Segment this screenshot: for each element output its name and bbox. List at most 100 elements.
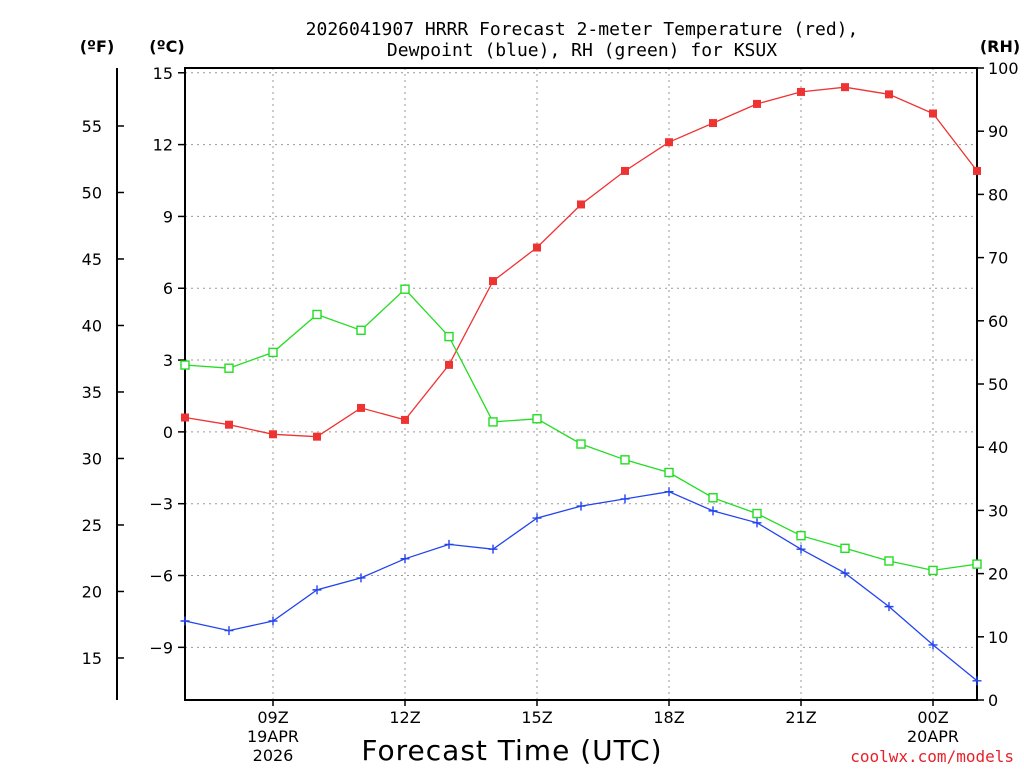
dewpoint-point [972,676,982,686]
rh-point [576,439,586,449]
temperature-point [709,119,717,128]
dewpoint-point [620,494,630,504]
plot-frame [184,67,978,701]
x-tick-date-label: 20APR [907,727,959,746]
fahrenheit-tick-label: 50 [82,183,102,202]
rh-point [488,417,498,427]
series [180,83,982,686]
temperature-point [489,277,497,286]
temperature-point [577,200,585,209]
dewpoint-point [840,568,850,578]
celsius-tick-label: −6 [149,567,173,586]
temperature-point [665,138,673,147]
dewpoint-point [180,616,190,626]
temperature-point [225,420,233,429]
dewpoint-line [184,491,978,682]
dewpoint-point [664,487,674,497]
rh-line [184,288,978,572]
temperature-point [313,432,321,441]
x-axis-title: Forecast Time (UTC) [361,734,662,767]
temperature-point [621,166,629,175]
chart-title-line2: Dewpoint (blue), RH (green) for KSUX [387,40,777,61]
rh-point [972,559,982,569]
dewpoint-point [356,573,366,583]
rh-point [840,543,850,554]
temperature-line [184,86,978,438]
fahrenheit-tick-label: 25 [82,516,102,535]
dewpoint-point [884,602,894,612]
dewpoint-point [444,539,454,549]
x-tick-label: 15Z [521,708,552,727]
celsius-tick-label: 0 [163,423,173,442]
celsius-tick-label: −9 [149,638,173,657]
fahrenheit-tick-label: 15 [82,649,102,668]
rh-point [708,493,718,503]
x-tick-label: 21Z [785,708,816,727]
temperature-point [269,430,277,439]
rh-tick-label: 90 [988,122,1008,141]
temperature-point [929,109,937,118]
fahrenheit-unit-label: (ºF) [80,37,115,56]
rh-tick-label: 0 [988,691,998,710]
temperature-point [533,243,541,252]
chart-title-line1: 2026041907 HRRR Forecast 2-meter Tempera… [306,19,859,40]
celsius-tick-label: 6 [163,279,173,298]
celsius-tick-label: 15 [153,64,173,83]
dewpoint-point [268,616,278,626]
dewpoint-point [576,501,586,511]
credit-label: coolwx.com/models [850,747,1014,766]
dewpoint-point [224,626,234,636]
celsius-tick-label: 12 [153,136,173,155]
rh-tick-label: 80 [988,185,1008,204]
rh-point [884,556,894,566]
rh-point [752,508,762,519]
rh-point [268,347,278,358]
temperature-point [797,87,805,96]
dewpoint-point [488,544,498,554]
x-tick-date-label: 19APR [247,727,299,746]
rh-tick-label: 60 [988,312,1008,331]
x-tick-label: 12Z [389,708,420,727]
rh-tick-label: 10 [988,628,1008,647]
x-tick-label: 09Z [257,708,288,727]
celsius-tick-label: −3 [149,495,173,514]
temperature-point [181,413,189,422]
temperature-point [885,90,893,99]
dewpoint-point [928,640,938,650]
fahrenheit-tick-label: 35 [82,383,102,402]
temperature-point [753,99,761,108]
celsius-tick-label: 9 [163,207,173,226]
dewpoint-point [312,585,322,595]
x-tick-label: 00Z [917,708,948,727]
rh-point [356,325,366,335]
celsius-tick-label: 3 [163,351,173,370]
fahrenheit-tick-label: 45 [82,250,102,269]
temperature-point [973,166,981,175]
rh-tick-label: 100 [988,59,1019,78]
temperature-point [445,360,453,369]
dewpoint-point [752,518,762,528]
fahrenheit-tick-label: 20 [82,582,102,601]
temperature-point [401,415,409,424]
x-tick-label: 18Z [653,708,684,727]
dewpoint-point [532,513,542,523]
fahrenheit-tick-label: 40 [82,316,102,335]
rh-point [180,360,190,370]
rh-point [928,565,938,576]
rh-tick-label: 40 [988,438,1008,457]
rh-tick-label: 50 [988,375,1008,394]
rh-tick-label: 70 [988,249,1008,268]
temperature-point [841,83,849,92]
rh-point [664,467,674,478]
fahrenheit-tick-label: 55 [82,117,102,136]
rh-point [532,414,542,424]
fahrenheit-tick-label: 30 [82,449,102,468]
rh-unit-label: (RH) [980,37,1020,56]
rh-point [312,309,322,320]
rh-point [444,331,454,342]
rh-tick-label: 20 [988,565,1008,584]
rh-point [620,455,630,465]
rh-point [400,284,410,294]
